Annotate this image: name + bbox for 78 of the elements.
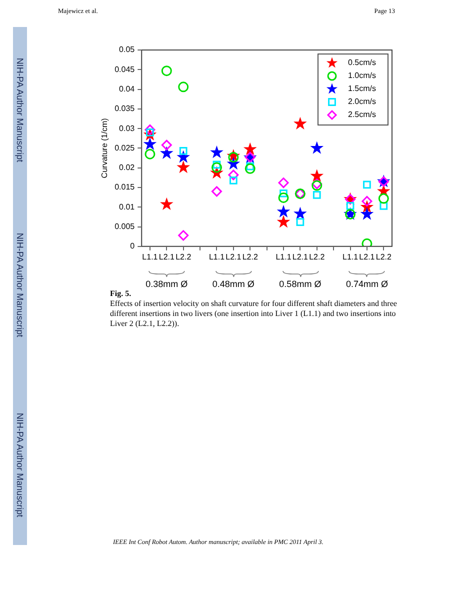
y-tick-label: 0.04: [119, 84, 136, 94]
point: [311, 170, 323, 182]
y-tick-label: 0.005: [114, 222, 136, 231]
point: [312, 191, 321, 199]
caption: Fig. 5.: [110, 289, 132, 298]
text: 0.38mm Ø: [146, 279, 188, 289]
x-tick-label: L1.1: [142, 252, 158, 262]
point: [211, 162, 222, 173]
point: [161, 66, 172, 76]
y-tick-label: 0.05: [119, 45, 136, 54]
y-tick-label: 0.02: [119, 163, 136, 172]
point: [278, 192, 289, 203]
legend-label: 1.0cm/s: [348, 71, 376, 80]
text: 0.48mm Ø: [212, 279, 254, 289]
point: [144, 124, 156, 135]
point: [177, 151, 190, 162]
point: [178, 230, 189, 241]
point: [228, 170, 239, 180]
x-tick-label: L2.1: [359, 252, 376, 262]
point: [246, 162, 254, 170]
point: [362, 238, 372, 246]
y-tick-label: 0.03: [119, 124, 136, 133]
x-tick-label: L2.1: [158, 252, 175, 262]
point: [361, 208, 373, 220]
point: [296, 218, 304, 226]
point: [228, 158, 240, 169]
point: [210, 146, 223, 158]
point: [161, 140, 172, 150]
point: [160, 198, 173, 210]
x-tick-label: L1.1: [342, 252, 359, 262]
point: [144, 138, 156, 150]
point: [144, 148, 156, 160]
point: [280, 189, 288, 198]
text: NIH-PA Author Manuscript: [15, 58, 25, 162]
legend-label: 2.5cm/s: [348, 110, 376, 120]
point: [380, 202, 388, 210]
point: [362, 196, 372, 206]
point: [294, 118, 306, 129]
legend-label: 2.0cm/s: [348, 97, 376, 106]
point: [311, 142, 323, 154]
x-tick-label: L2.2: [242, 252, 258, 262]
x-tick-label: L2.2: [376, 252, 392, 262]
point: [278, 178, 289, 188]
text: NIH-PA Author Manuscript: [15, 412, 25, 518]
y-tick-label: 0.025: [114, 143, 136, 152]
point: [244, 163, 256, 174]
point: [278, 206, 290, 217]
point: [363, 180, 371, 189]
point: [294, 208, 306, 219]
point: [229, 176, 238, 184]
y-tick-label: 0.045: [114, 64, 136, 74]
point: [160, 147, 173, 158]
point: [211, 186, 222, 197]
x-tick-label: L1.1: [276, 252, 292, 262]
point: [178, 82, 189, 92]
point: [278, 216, 290, 228]
y-axis-title: Curvature (1/cm): [100, 118, 110, 178]
text: NIH-PA Author Manuscript: [15, 232, 25, 338]
point: [177, 161, 190, 172]
text: Effects of insertion velocity on shaft curvature for four different shaft diameters and three different insertions in two livers (one insertion into Liver 1 (L1.1) and two insertions into Liver 2 (L2.1, L2.2)).: [110, 299, 398, 329]
point: [346, 202, 354, 210]
y-tick-label: 0.015: [114, 182, 136, 192]
x-tick-label: L2.1: [292, 252, 309, 262]
x-tick-label: L2.1: [226, 252, 242, 262]
point: [212, 160, 221, 169]
legend-label: 1.5cm/s: [348, 84, 376, 94]
x-tick-label: L2.2: [176, 252, 192, 262]
point: [378, 193, 389, 204]
text: 0.58mm Ø: [279, 279, 322, 289]
y-tick-label: 0: [130, 242, 136, 251]
y-tick-label: 0.035: [114, 104, 136, 114]
point: [244, 143, 256, 154]
legend-label: 0.5cm/s: [348, 58, 376, 68]
y-tick-label: 0.01: [119, 202, 136, 212]
text: 0.74mm Ø: [346, 279, 388, 289]
x-tick-label: L1.1: [208, 252, 226, 262]
x-tick-label: L2.2: [309, 252, 326, 262]
point: [179, 147, 188, 155]
